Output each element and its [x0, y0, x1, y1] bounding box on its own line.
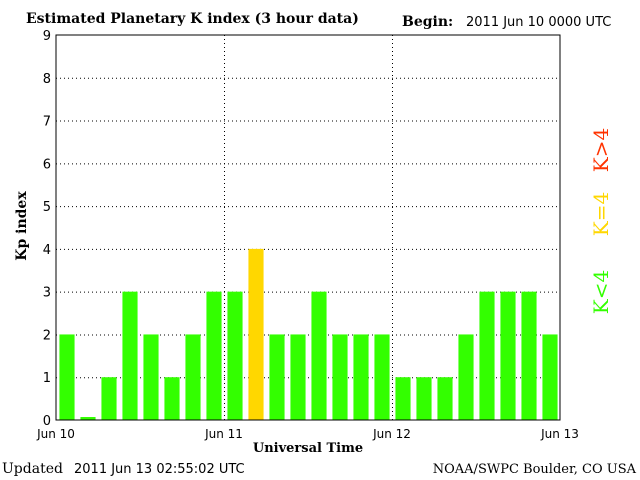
kp-bar [458, 334, 474, 420]
x-axis-label: Universal Time [253, 441, 363, 456]
kp-bar [185, 334, 201, 420]
y-tick-label: 5 [43, 200, 51, 215]
x-tick-labels: Jun 10 Jun 11 Jun 12 Jun 13 [36, 427, 579, 441]
y-tick-label: 7 [43, 115, 51, 130]
y-tick-labels: 0 1 2 3 4 5 6 7 8 9 [43, 29, 51, 429]
y-tick-label: 8 [43, 72, 51, 87]
kp-bar [311, 291, 327, 420]
y-tick-label: 0 [43, 414, 51, 429]
legend: K<4 K=4 K>4 [589, 128, 613, 314]
y-axis-label: Kp index [14, 191, 30, 261]
credit-text: NOAA/SWPC Boulder, CO USA [432, 462, 636, 477]
kp-bar [353, 334, 369, 420]
kp-bar [164, 377, 180, 420]
kp-bar [290, 334, 306, 420]
kp-bar [59, 334, 75, 420]
kp-bar [416, 377, 432, 420]
bar-series [59, 248, 558, 420]
kp-bar [332, 334, 348, 420]
kp-bar [479, 291, 495, 420]
legend-entry: K>4 [589, 128, 613, 172]
begin-value: 2011 Jun 10 0000 UTC [466, 15, 612, 30]
legend-entry: K<4 [589, 270, 613, 314]
x-tick-label: Jun 12 [372, 427, 411, 441]
updated-label: Updated [2, 461, 63, 477]
x-tick-label: Jun 13 [540, 427, 579, 441]
begin-label: Begin: [402, 14, 454, 30]
kp-bar [227, 291, 243, 420]
kp-bar [269, 334, 285, 420]
plot-frame [55, 34, 561, 421]
x-tick-label: Jun 11 [204, 427, 243, 441]
y-tick-label: 1 [43, 371, 51, 386]
chart-title: Estimated Planetary K index (3 hour data… [26, 11, 359, 27]
x-tick-label: Jun 10 [36, 427, 75, 441]
kp-bar [122, 291, 138, 420]
kp-bar [101, 377, 117, 420]
y-tick-label: 9 [43, 29, 51, 44]
kp-bar [437, 377, 453, 420]
kp-bar [521, 291, 537, 420]
kp-bar [248, 248, 264, 420]
y-tick-label: 3 [43, 286, 51, 301]
kp-bar [143, 334, 159, 420]
y-tick-label: 2 [43, 328, 51, 343]
legend-entry: K=4 [589, 192, 613, 236]
y-tick-label: 6 [43, 157, 51, 172]
kp-bar [80, 417, 96, 420]
y-tick-label: 4 [43, 243, 51, 258]
kp-bar [374, 334, 390, 420]
grid-lines [56, 35, 560, 420]
kp-bar [206, 291, 222, 420]
kp-bar [542, 334, 558, 420]
updated-timestamp: 2011 Jun 13 02:55:02 UTC [74, 462, 245, 477]
kp-bar [395, 377, 411, 420]
kp-bar [500, 291, 516, 420]
